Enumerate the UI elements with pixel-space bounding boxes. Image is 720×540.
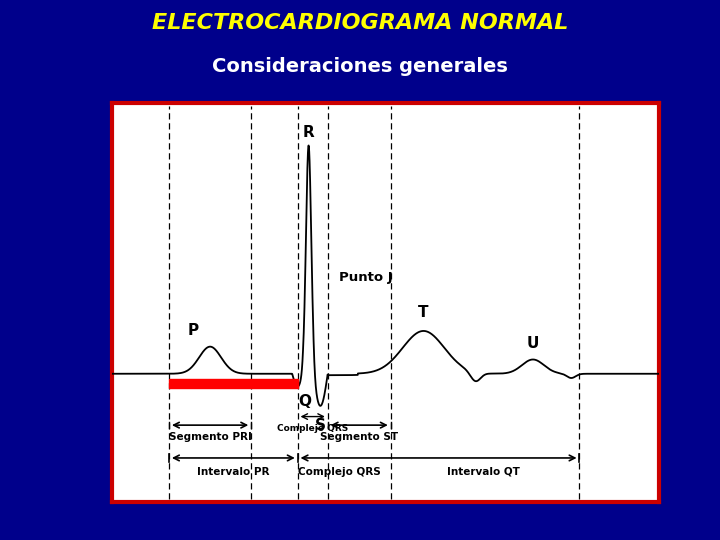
Text: Intervalo QT: Intervalo QT bbox=[447, 467, 520, 476]
Text: Segmento ST: Segmento ST bbox=[320, 432, 398, 442]
Text: Consideraciones generales: Consideraciones generales bbox=[212, 57, 508, 76]
Text: Segmento PRI: Segmento PRI bbox=[168, 432, 251, 442]
Text: Q: Q bbox=[299, 394, 312, 409]
Text: T: T bbox=[418, 305, 428, 320]
Text: Complejo QRS: Complejo QRS bbox=[297, 467, 380, 476]
Text: R: R bbox=[302, 125, 315, 140]
Bar bbox=[169, 379, 297, 388]
Text: P: P bbox=[188, 323, 199, 338]
Text: Intervalo PR: Intervalo PR bbox=[197, 467, 269, 476]
Text: ELECTROCARDIOGRAMA NORMAL: ELECTROCARDIOGRAMA NORMAL bbox=[152, 13, 568, 33]
Text: Complejo QRS: Complejo QRS bbox=[277, 424, 348, 433]
Text: U: U bbox=[527, 336, 539, 351]
Text: Punto J: Punto J bbox=[338, 271, 392, 284]
Text: S: S bbox=[315, 418, 326, 433]
